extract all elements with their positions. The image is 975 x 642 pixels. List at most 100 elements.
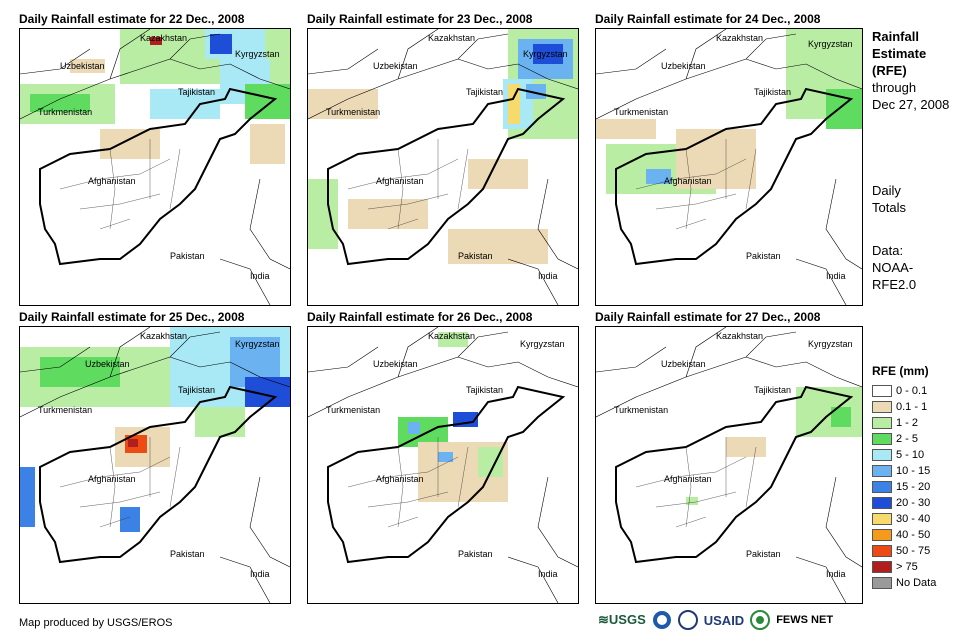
legend-swatch <box>872 513 892 525</box>
map-svg: Kazakhstan Kyrgyzstan Uzbekistan Tajikis… <box>596 327 862 603</box>
label-kyrgyzstan: Kyrgyzstan <box>235 49 280 59</box>
label-kazakhstan: Kazakhstan <box>716 331 763 341</box>
label-turkmenistan: Turkmenistan <box>614 405 668 415</box>
borders <box>308 29 578 305</box>
legend-item: 0 - 0.1 <box>872 383 936 399</box>
legend-swatch <box>872 481 892 493</box>
afghanistan-border <box>327 87 566 266</box>
legend-label: 10 - 15 <box>896 465 931 477</box>
sidebar-daily: Daily Totals <box>872 182 906 216</box>
label-pakistan: Pakistan <box>746 251 781 261</box>
legend-title: RFE (mm) <box>872 364 929 378</box>
rainfall-map: Kazakhstan Kyrgyzstan Uzbekistan Tajikis… <box>307 326 579 604</box>
legend: 0 - 0.1 0.1 - 1 1 - 2 2 - 5 5 - 10 10 - 15 15 … <box>872 383 936 591</box>
afghanistan-border <box>615 385 854 564</box>
panel-title: Daily Rainfall estimate for 24 Dec., 200… <box>595 12 821 26</box>
label-kyrgyzstan: Kyrgyzstan <box>808 39 853 49</box>
data-text: Data: <box>872 243 904 258</box>
usgs-text: USGS <box>608 612 646 627</box>
rain-layer <box>20 29 290 164</box>
legend-label: 1 - 2 <box>896 417 919 429</box>
label-afghanistan: Afghanistan <box>664 474 712 484</box>
afghanistan-border <box>327 385 566 564</box>
panel-title: Daily Rainfall estimate for 26 Dec., 200… <box>307 310 533 324</box>
through-text: through <box>872 80 917 95</box>
label-turkmenistan: Turkmenistan <box>614 107 668 117</box>
legend-swatch <box>872 561 892 573</box>
borders <box>20 327 290 603</box>
label-uzbekistan: Uzbekistan <box>60 61 105 71</box>
legend-item: 15 - 20 <box>872 479 936 495</box>
title-line: Rainfall <box>872 29 919 44</box>
label-afghanistan: Afghanistan <box>376 474 424 484</box>
legend-item: 5 - 10 <box>872 447 936 463</box>
legend-label: 20 - 30 <box>896 497 931 509</box>
label-afghanistan: Afghanistan <box>88 176 136 186</box>
rain-layer <box>686 387 862 505</box>
label-india: India <box>538 569 558 579</box>
fewsnet-icon <box>750 610 771 630</box>
label-tajikistan: Tajikistan <box>178 87 215 97</box>
rainfall-map: Kazakhstan Kyrgyzstan Uzbekistan Tajikis… <box>595 28 863 306</box>
label-kazakhstan: Kazakhstan <box>428 33 475 43</box>
label-pakistan: Pakistan <box>746 549 781 559</box>
label-uzbekistan: Uzbekistan <box>661 359 706 369</box>
panel-title: Daily Rainfall estimate for 23 Dec., 200… <box>307 12 533 26</box>
label-kyrgyzstan: Kyrgyzstan <box>808 339 853 349</box>
label-tajikistan: Tajikistan <box>754 385 791 395</box>
afghanistan-border <box>39 87 278 266</box>
provinces <box>635 139 757 230</box>
borders <box>308 327 578 603</box>
label-pakistan: Pakistan <box>170 251 205 261</box>
rain-layer <box>596 29 862 194</box>
map-svg: Kazakhstan Kyrgyzstan Uzbekistan Tajikis… <box>308 327 578 603</box>
legend-label: 0.1 - 1 <box>896 401 928 413</box>
legend-item: 40 - 50 <box>872 527 936 543</box>
label-turkmenistan: Turkmenistan <box>38 405 92 415</box>
legend-label: 2 - 5 <box>896 433 919 445</box>
daily-text: Daily <box>872 183 901 198</box>
legend-label: 30 - 40 <box>896 513 931 525</box>
sidebar-data: Data: NOAA- RFE2.0 <box>872 242 916 293</box>
legend-item: 1 - 2 <box>872 415 936 431</box>
label-turkmenistan: Turkmenistan <box>326 405 380 415</box>
label-india: India <box>826 271 846 281</box>
rainfall-map: Kazakhstan Kyrgyzstan Uzbekistan Tajikis… <box>307 28 579 306</box>
label-kyrgyzstan: Kyrgyzstan <box>523 49 568 59</box>
legend-label: 15 - 20 <box>896 481 931 493</box>
title-line: (RFE) <box>872 63 907 78</box>
rain-layer <box>20 327 290 532</box>
legend-swatch <box>872 577 892 589</box>
daily-text: Totals <box>872 200 906 215</box>
legend-swatch <box>872 465 892 477</box>
borders <box>20 29 290 305</box>
legend-item: 2 - 5 <box>872 431 936 447</box>
provinces <box>635 437 757 528</box>
provinces <box>347 139 469 230</box>
legend-swatch <box>872 401 892 413</box>
usaid-logo: USAID <box>703 612 745 628</box>
label-uzbekistan: Uzbekistan <box>85 359 130 369</box>
legend-item: 50 - 75 <box>872 543 936 559</box>
rain-layer <box>308 29 578 264</box>
legend-swatch <box>872 545 892 557</box>
label-kazakhstan: Kazakhstan <box>140 331 187 341</box>
afghanistan-border <box>615 87 854 266</box>
legend-item: 0.1 - 1 <box>872 399 936 415</box>
legend-label: 5 - 10 <box>896 449 925 461</box>
label-turkmenistan: Turkmenistan <box>326 107 380 117</box>
label-kyrgyzstan: Kyrgyzstan <box>520 339 565 349</box>
afghanistan-border <box>39 385 278 564</box>
rainfall-map: Kazakhstan Kyrgyzstan Uzbekistan Tajikis… <box>19 28 291 306</box>
legend-label: 50 - 75 <box>896 545 931 557</box>
label-india: India <box>250 271 270 281</box>
label-turkmenistan: Turkmenistan <box>38 107 92 117</box>
legend-item: 10 - 15 <box>872 463 936 479</box>
usgs-logo: ≋USGS <box>598 612 646 627</box>
label-uzbekistan: Uzbekistan <box>373 359 418 369</box>
data-text: NOAA- <box>872 260 914 275</box>
borders <box>596 327 862 603</box>
title-line: Estimate <box>872 46 927 61</box>
provinces <box>59 437 181 528</box>
legend-item: > 75 <box>872 559 936 575</box>
